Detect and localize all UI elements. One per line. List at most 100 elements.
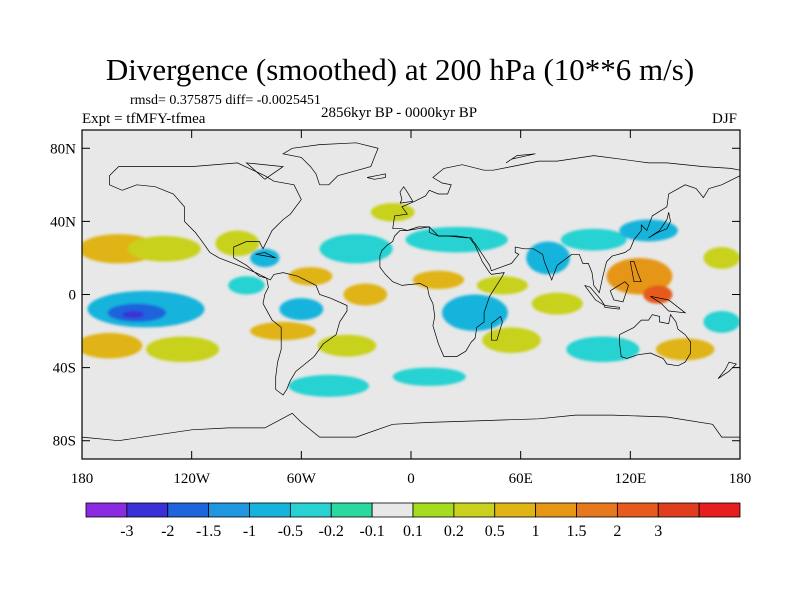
contour-feature-9 (250, 248, 280, 268)
colorbar-label: 2 (613, 523, 621, 540)
colorbar-swatch (576, 502, 618, 518)
colorbar-label: -0.1 (359, 523, 384, 540)
contour-feature-25 (560, 228, 627, 251)
contour-feature-5 (82, 332, 143, 359)
coastline-0 (109, 162, 302, 279)
colorbar-label: -1 (243, 523, 256, 540)
contour-feature-24 (531, 292, 583, 315)
colorbar-swatch (126, 502, 169, 518)
coastline-17 (629, 261, 642, 283)
colorbar-swatch (616, 502, 659, 518)
contour-feature-30 (655, 338, 715, 361)
contour-feature-4 (127, 236, 201, 262)
coastline-6 (82, 412, 740, 442)
x-tick-label: 180 (71, 471, 94, 487)
colorbar-label: 3 (654, 523, 662, 540)
coastline-12 (648, 212, 671, 239)
contour-feature-21 (482, 327, 541, 353)
colorbar-label: 0.1 (403, 523, 423, 540)
period-label: 2856kyr BP - 0000kyr BP (321, 105, 478, 121)
colorbar-swatch (167, 502, 210, 518)
colorbar-swatch (412, 502, 455, 518)
contour-feature-20 (442, 294, 508, 332)
chart-title: Divergence (smoothed) at 200 hPa (10**6 … (105, 52, 695, 87)
x-tick-label: 60W (287, 471, 317, 487)
x-tick-label: 60E (509, 471, 533, 487)
colorbar-label: -1.5 (196, 523, 221, 540)
x-tick-label: 0 (407, 471, 415, 487)
coastline-7 (491, 315, 503, 341)
colorbar-label: 1 (532, 523, 540, 540)
colorbar-swatch (249, 502, 291, 518)
contour-feature-11 (250, 321, 316, 341)
coastline-1 (262, 272, 348, 396)
colorbar-swatch (494, 502, 537, 518)
contour-feature-23 (526, 241, 571, 275)
colorbar-swatch (535, 502, 577, 518)
colorbar-swatch (330, 502, 373, 518)
coastline-5 (282, 142, 379, 186)
contour-feature-2 (122, 310, 145, 319)
coastline-10 (609, 281, 629, 303)
contour-feature-28 (619, 219, 678, 242)
colorbar-label: -3 (120, 523, 133, 540)
colorbar-swatch (85, 502, 128, 518)
coastline-16 (367, 173, 386, 180)
y-tick-label: 40N (50, 214, 76, 230)
coastline-18 (245, 162, 285, 180)
contour-feature-33 (392, 367, 466, 386)
contour-feature-6 (145, 336, 220, 363)
colorbar-label: 0.2 (444, 523, 464, 540)
contour-feature-26 (606, 257, 673, 295)
latitude-axis: 80N 40N 0 40S 80S (50, 141, 740, 450)
contour-feature-8 (215, 230, 260, 257)
contour-feature-19 (412, 270, 465, 290)
y-tick-label: 40S (53, 361, 76, 377)
contour-feature-13 (319, 234, 393, 264)
coastline-14 (255, 252, 276, 259)
coastline-8 (584, 285, 605, 306)
colorbar-label: 1.5 (567, 523, 587, 540)
colorbar-swatch (289, 502, 332, 518)
longitude-axis: 180 120W 60W 0 60E 120E 180 (71, 130, 752, 487)
contour-feature-16 (317, 334, 377, 357)
colorbar-swatch (371, 502, 414, 518)
contour-feature-22 (476, 276, 528, 295)
colorbar-swatch (208, 502, 250, 518)
contour-feature-31 (703, 310, 740, 333)
stats-line: rmsd= 0.375875 diff= -0.0025451 (130, 93, 321, 108)
contour-feature-17 (288, 374, 369, 397)
contour-feature-14 (343, 283, 388, 306)
coastline-4 (619, 313, 691, 367)
colorbar-label: -2 (161, 523, 174, 540)
season-label: DJF (712, 111, 738, 127)
y-tick-label: 80S (53, 434, 76, 450)
y-tick-label: 0 (69, 288, 77, 304)
contour-feature-32 (703, 246, 740, 269)
colorbar-label: -0.5 (278, 523, 303, 540)
experiment-label: Expt = tfMFY-tfmea (82, 111, 206, 127)
coastline-2 (392, 155, 740, 294)
colorbar-swatch (657, 502, 700, 518)
colorbar-swatch (453, 502, 496, 518)
contour-feature-12 (279, 298, 324, 321)
map-background (82, 130, 740, 459)
x-tick-label: 180 (729, 471, 752, 487)
x-tick-label: 120W (173, 471, 211, 487)
colorbar-swatch (698, 502, 741, 518)
coastline-19 (505, 153, 536, 164)
contour-feature-29 (566, 336, 640, 363)
coastline-13 (399, 186, 414, 204)
contour-feature-10 (288, 267, 333, 286)
contour-feature-7 (228, 276, 265, 295)
y-tick-label: 80N (50, 141, 76, 157)
contour-feature-18 (405, 226, 508, 253)
coastline-11 (650, 295, 687, 314)
coastline-9 (604, 305, 620, 310)
contour-feature-15 (370, 203, 415, 222)
coastlines (82, 142, 740, 442)
colorbar-label: 0.5 (485, 523, 505, 540)
colorbar: -3 -2 -1.5 -1 -0.5 -0.2 -0.1 0.1 0.2 0.5 1 1.5 2 3 (85, 502, 741, 540)
colorbar-label: -0.2 (319, 523, 344, 540)
